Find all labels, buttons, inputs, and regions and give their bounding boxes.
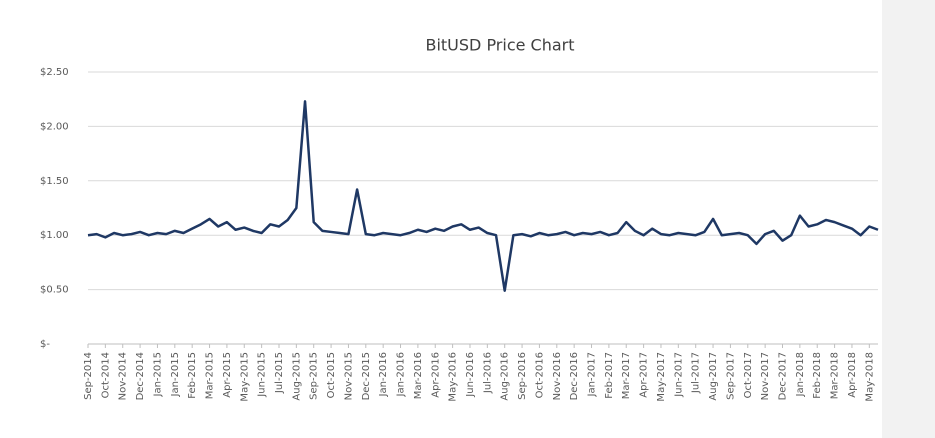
x-tick-label: Jun-2017 bbox=[673, 352, 684, 398]
x-tick-label: Jul-2015 bbox=[274, 352, 285, 394]
x-tick-label: Oct-2015 bbox=[326, 352, 337, 398]
x-tick-label: Sep-2016 bbox=[517, 352, 528, 400]
x-tick-label: Aug-2017 bbox=[708, 352, 719, 401]
x-tick-label: Oct-2017 bbox=[743, 352, 754, 398]
side-strip bbox=[882, 0, 935, 438]
x-tick-label: Apr-2015 bbox=[222, 352, 233, 398]
x-tick-label: May-2016 bbox=[448, 352, 459, 402]
x-tick-label: May-2017 bbox=[656, 352, 667, 402]
x-tick-label: Nov-2017 bbox=[760, 352, 771, 400]
x-tick-label: May-2018 bbox=[864, 352, 875, 402]
x-tick-label: Jun-2016 bbox=[465, 352, 476, 398]
x-tick-label: Dec-2015 bbox=[361, 352, 372, 400]
y-tick-label: $1.00 bbox=[40, 230, 69, 241]
y-tick-label: $- bbox=[40, 339, 50, 350]
x-tick-label: Sep-2015 bbox=[309, 352, 320, 400]
y-tick-label: $0.50 bbox=[40, 285, 69, 296]
y-tick-label: $2.50 bbox=[40, 67, 69, 78]
x-tick-label: Jul-2017 bbox=[691, 352, 702, 394]
x-tick-label: Apr-2017 bbox=[639, 352, 650, 398]
x-tick-label: Feb-2018 bbox=[812, 352, 823, 399]
y-tick-label: $1.50 bbox=[40, 176, 69, 187]
x-tick-label: Jan-2015 bbox=[170, 352, 181, 397]
x-tick-label: Nov-2015 bbox=[343, 352, 354, 400]
x-tick-label: Nov-2016 bbox=[552, 352, 563, 400]
x-tick-label: Nov-2014 bbox=[118, 352, 129, 400]
x-tick-label: Apr-2018 bbox=[847, 352, 858, 398]
x-tick-label: Sep-2017 bbox=[725, 352, 736, 400]
x-tick-label: Jan-2016 bbox=[378, 352, 389, 397]
x-tick-label: Apr-2016 bbox=[430, 352, 441, 398]
x-tick-label: Dec-2014 bbox=[135, 352, 146, 400]
x-tick-label: Jul-2016 bbox=[482, 352, 493, 394]
x-tick-label: Jan-2016 bbox=[396, 352, 407, 397]
x-tick-label: Jun-2015 bbox=[257, 352, 268, 398]
y-tick-label: $2.00 bbox=[40, 121, 69, 132]
x-tick-label: Mar-2018 bbox=[830, 352, 841, 399]
x-tick-label: Mar-2017 bbox=[621, 352, 632, 399]
x-tick-label: Feb-2015 bbox=[187, 352, 198, 399]
x-tick-label: Jan-2017 bbox=[587, 352, 598, 397]
chart-title: BitUSD Price Chart bbox=[425, 36, 574, 55]
price-line bbox=[87, 100, 879, 292]
x-tick-label: Dec-2017 bbox=[778, 352, 789, 400]
x-tick-label: Aug-2015 bbox=[291, 352, 302, 401]
x-tick-label: Jan-2018 bbox=[795, 352, 806, 397]
x-tick-label: Jan-2015 bbox=[152, 352, 163, 397]
x-tick-label: Dec-2016 bbox=[569, 352, 580, 400]
x-tick-label: May-2015 bbox=[239, 352, 250, 402]
x-tick-label: Feb-2017 bbox=[604, 352, 615, 399]
x-tick-label: Oct-2016 bbox=[534, 352, 545, 398]
x-tick-label: Mar-2015 bbox=[205, 352, 216, 399]
x-tick-label: Sep-2014 bbox=[83, 352, 94, 400]
x-tick-label: Oct-2014 bbox=[100, 352, 111, 398]
x-tick-label: Mar-2016 bbox=[413, 352, 424, 399]
x-tick-label: Aug-2016 bbox=[500, 352, 511, 401]
